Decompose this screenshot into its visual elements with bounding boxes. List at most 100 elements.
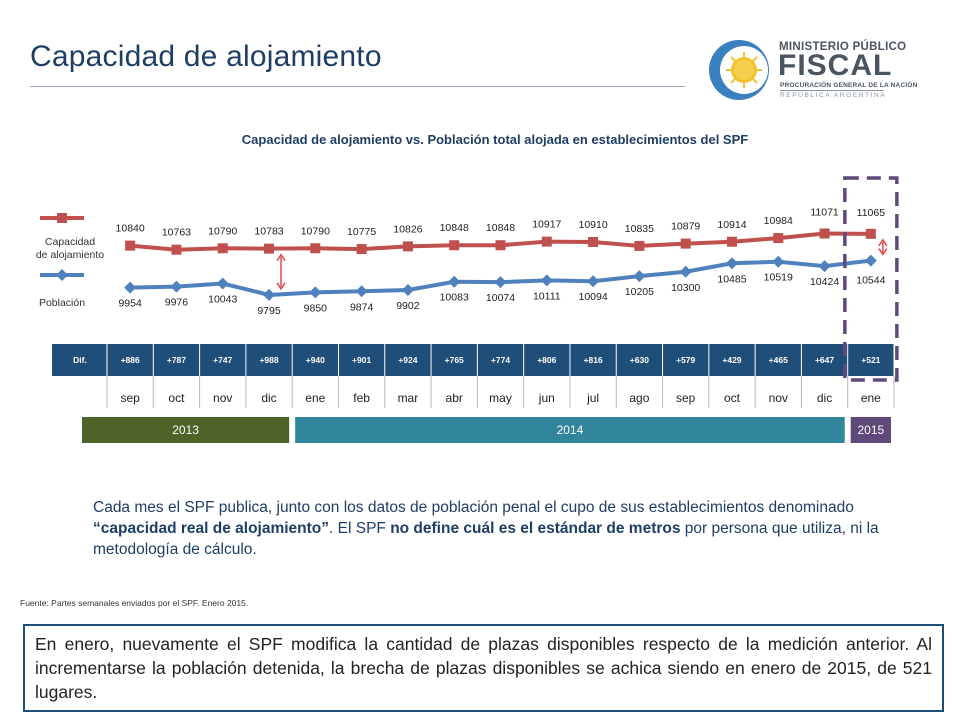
logo-line-ministerio: MINISTERIO PÚBLICO [779,41,907,53]
point-poblacion [124,281,137,294]
diff-value: +774 [491,355,510,365]
category-label: may [489,391,512,405]
diff-row-label: Dif. [73,355,87,365]
diff-value: +579 [676,355,695,365]
point-capacidad [541,236,552,247]
data-label-poblacion: 9976 [165,297,189,309]
category-label: jul [586,391,599,405]
data-label-poblacion: 9902 [396,300,420,312]
point-poblacion [679,265,692,278]
conclusion-text: En enero, nuevamente el SPF modifica la … [35,634,932,702]
point-capacidad [449,240,460,251]
data-label-capacidad: 10879 [671,221,700,233]
data-label-capacidad: 10783 [254,226,283,238]
point-poblacion [263,288,276,301]
sun-emblem-icon [709,40,769,100]
data-label-poblacion: 9874 [350,301,374,313]
point-capacidad [819,228,830,239]
chart-title: Capacidad de alojamiento vs. Población t… [241,132,749,147]
year-band [82,417,290,443]
year-band-label: 2014 [557,423,584,437]
conclusion-box: En enero, nuevamente el SPF modifica la … [23,624,944,712]
point-capacidad [773,233,784,244]
desc-text-3: por persona que utiliza, ni la metodolog… [93,520,879,558]
data-label-poblacion: 10094 [578,291,607,303]
category-label: ene [305,391,325,405]
data-label-capacidad: 10917 [532,219,561,231]
data-label-poblacion: 9850 [304,302,328,314]
point-capacidad [310,243,321,254]
diff-value: +806 [537,355,556,365]
year-band [850,417,891,443]
point-capacidad [125,240,136,251]
point-poblacion [401,284,414,297]
category-label: dic [817,391,832,405]
point-poblacion [818,260,831,273]
category-label: nov [769,391,788,405]
category-label: sep [676,391,696,405]
category-label: nov [213,391,232,405]
title-divider [30,86,685,87]
category-label: dic [261,391,276,405]
logo-line-procuracion: PROCURACIÓN GENERAL DE LA NACIÓN [780,82,918,89]
data-label-poblacion: 10074 [486,292,515,304]
diff-value: +901 [352,355,371,365]
category-label: abr [446,391,463,405]
logo-divider [780,90,884,91]
category-label: jun [538,391,555,405]
data-label-poblacion: 10485 [717,273,746,285]
diff-row-background [52,344,894,376]
point-poblacion [309,286,322,299]
year-band-label: 2013 [172,423,199,437]
point-poblacion [772,255,785,268]
diff-value: +521 [861,355,880,365]
point-capacidad [495,240,506,251]
point-capacidad [680,238,691,249]
gap-arrow-dic-head-bottom [276,282,286,291]
point-poblacion [216,277,229,290]
desc-bold-1: “capacidad real de alojamiento” [93,520,330,537]
data-label-poblacion: 10043 [208,294,237,306]
point-poblacion [540,274,553,287]
diff-value: +465 [769,355,788,365]
point-capacidad [865,228,876,239]
diff-value: +647 [815,355,834,365]
data-label-capacidad: 10840 [116,223,145,235]
data-label-capacidad: 10835 [625,223,654,235]
diff-value: +630 [630,355,649,365]
legend-label-poblacion: Población [39,297,85,309]
diff-value: +924 [398,355,417,365]
diff-value: +886 [121,355,140,365]
category-label: oct [724,391,741,405]
diff-value: +765 [445,355,464,365]
category-label: ago [629,391,649,405]
diff-value: +816 [584,355,603,365]
data-label-capacidad: 10790 [301,225,330,237]
desc-text-2: . El SPF [329,520,391,537]
diff-value: +988 [259,355,278,365]
year-band-label: 2015 [858,423,885,437]
point-poblacion [448,275,461,288]
data-label-capacidad: 10848 [440,222,469,234]
diff-value: +787 [167,355,186,365]
desc-text-1: Cada mes el SPF publica, junto con los d… [93,499,854,516]
point-capacidad [588,236,599,247]
data-label-poblacion: 10424 [810,276,839,288]
point-capacidad [402,241,413,252]
line-chart: Capacidad de alojamiento Población 10840 107… [36,176,899,443]
gap-arrow-dic-head-top [276,253,286,262]
highlight-dashed-box [843,176,899,382]
description-paragraph: Cada mes el SPF publica, junto con los d… [93,497,893,560]
data-label-poblacion: 10519 [764,272,793,284]
data-label-capacidad: 11065 [857,207,886,219]
diff-value: +747 [213,355,232,365]
point-capacidad [634,240,645,251]
data-label-poblacion: 10111 [533,290,561,302]
diff-value: +429 [722,355,741,365]
gap-arrow-ene-head-top [878,238,888,247]
category-label: mar [398,391,419,405]
data-label-poblacion: 10544 [856,275,885,287]
point-poblacion [725,257,738,270]
data-label-capacidad: 10790 [208,225,237,237]
data-label-capacidad: 10910 [578,219,607,231]
